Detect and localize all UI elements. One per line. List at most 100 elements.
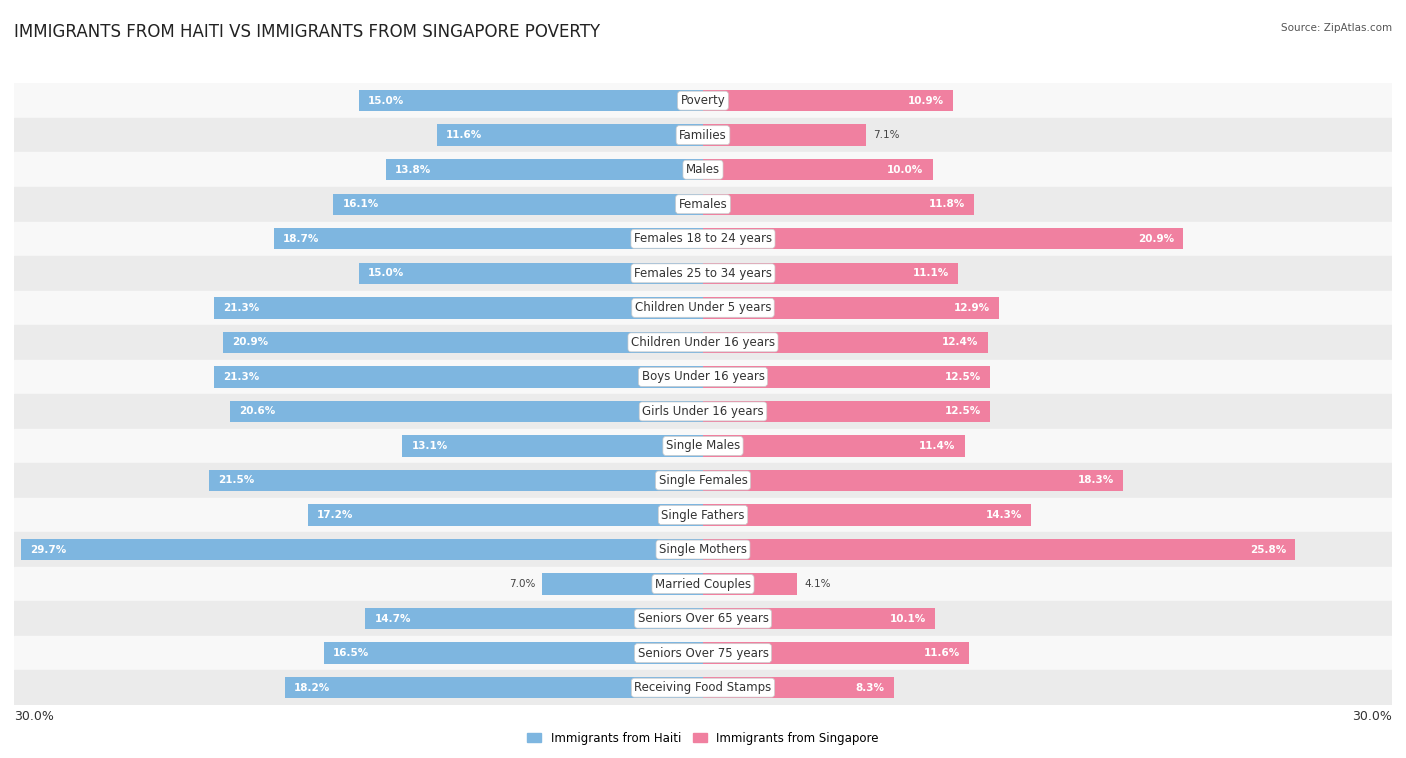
Text: Single Mothers: Single Mothers (659, 543, 747, 556)
Bar (366, 608, 703, 629)
Text: 11.8%: 11.8% (928, 199, 965, 209)
Bar (333, 193, 703, 215)
Text: 18.2%: 18.2% (294, 683, 330, 693)
Text: 21.5%: 21.5% (218, 475, 254, 485)
Text: 7.0%: 7.0% (509, 579, 536, 589)
Text: 20.6%: 20.6% (239, 406, 276, 416)
Bar (359, 262, 703, 284)
Text: 14.7%: 14.7% (374, 614, 411, 624)
Bar (274, 228, 703, 249)
Text: 12.5%: 12.5% (945, 372, 981, 382)
Bar (14, 463, 1392, 498)
Text: 14.3%: 14.3% (986, 510, 1022, 520)
Text: 30.0%: 30.0% (14, 709, 53, 723)
Text: Married Couples: Married Couples (655, 578, 751, 590)
Text: 10.9%: 10.9% (908, 96, 945, 105)
Bar (543, 573, 703, 595)
Bar (14, 256, 1392, 290)
Text: 29.7%: 29.7% (30, 544, 66, 555)
Bar (402, 435, 703, 456)
Text: 11.6%: 11.6% (924, 648, 960, 658)
Text: IMMIGRANTS FROM HAITI VS IMMIGRANTS FROM SINGAPORE POVERTY: IMMIGRANTS FROM HAITI VS IMMIGRANTS FROM… (14, 23, 600, 41)
Text: Children Under 16 years: Children Under 16 years (631, 336, 775, 349)
Bar (323, 643, 703, 664)
Text: Males: Males (686, 163, 720, 176)
Bar (209, 470, 703, 491)
Text: 20.9%: 20.9% (232, 337, 269, 347)
Bar (703, 608, 935, 629)
Bar (703, 297, 1000, 318)
Text: Boys Under 16 years: Boys Under 16 years (641, 371, 765, 384)
Text: 16.5%: 16.5% (333, 648, 370, 658)
Text: 16.1%: 16.1% (343, 199, 378, 209)
Text: 11.1%: 11.1% (912, 268, 949, 278)
Bar (14, 636, 1392, 670)
Bar (214, 366, 703, 387)
Bar (703, 643, 969, 664)
Bar (14, 532, 1392, 567)
Text: 10.1%: 10.1% (890, 614, 925, 624)
Text: 11.6%: 11.6% (446, 130, 482, 140)
Text: 8.3%: 8.3% (855, 683, 884, 693)
Bar (14, 429, 1392, 463)
Bar (214, 297, 703, 318)
Text: 4.1%: 4.1% (804, 579, 831, 589)
Text: 7.1%: 7.1% (873, 130, 900, 140)
Text: 21.3%: 21.3% (224, 303, 259, 313)
Bar (703, 193, 974, 215)
Bar (703, 677, 894, 698)
Legend: Immigrants from Haiti, Immigrants from Singapore: Immigrants from Haiti, Immigrants from S… (527, 731, 879, 744)
Bar (14, 118, 1392, 152)
Bar (14, 394, 1392, 429)
Text: 30.0%: 30.0% (1353, 709, 1392, 723)
Text: Girls Under 16 years: Girls Under 16 years (643, 405, 763, 418)
Bar (285, 677, 703, 698)
Bar (308, 504, 703, 526)
Bar (437, 124, 703, 146)
Text: 15.0%: 15.0% (368, 96, 404, 105)
Bar (703, 159, 932, 180)
Bar (231, 401, 703, 422)
Bar (14, 152, 1392, 187)
Text: 20.9%: 20.9% (1137, 233, 1174, 244)
Text: Females: Females (679, 198, 727, 211)
Bar (703, 228, 1182, 249)
Bar (21, 539, 703, 560)
Text: 21.3%: 21.3% (224, 372, 259, 382)
Bar (14, 221, 1392, 256)
Text: Source: ZipAtlas.com: Source: ZipAtlas.com (1281, 23, 1392, 33)
Text: Seniors Over 75 years: Seniors Over 75 years (637, 647, 769, 659)
Text: Receiving Food Stamps: Receiving Food Stamps (634, 681, 772, 694)
Text: 13.1%: 13.1% (412, 441, 447, 451)
Bar (387, 159, 703, 180)
Text: 11.4%: 11.4% (920, 441, 956, 451)
Text: Single Fathers: Single Fathers (661, 509, 745, 522)
Text: 13.8%: 13.8% (395, 164, 432, 174)
Text: 18.7%: 18.7% (283, 233, 319, 244)
Bar (703, 366, 990, 387)
Text: 17.2%: 17.2% (318, 510, 353, 520)
Text: Females 25 to 34 years: Females 25 to 34 years (634, 267, 772, 280)
Bar (703, 262, 957, 284)
Bar (14, 498, 1392, 532)
Bar (224, 332, 703, 353)
Text: 10.0%: 10.0% (887, 164, 924, 174)
Bar (14, 601, 1392, 636)
Bar (14, 290, 1392, 325)
Bar (14, 187, 1392, 221)
Bar (703, 124, 866, 146)
Bar (703, 539, 1295, 560)
Bar (703, 435, 965, 456)
Text: 25.8%: 25.8% (1250, 544, 1286, 555)
Bar (359, 90, 703, 111)
Text: Single Males: Single Males (666, 440, 740, 453)
Text: Children Under 5 years: Children Under 5 years (634, 302, 772, 315)
Bar (703, 470, 1123, 491)
Text: Families: Families (679, 129, 727, 142)
Bar (14, 325, 1392, 359)
Bar (14, 567, 1392, 601)
Text: Females 18 to 24 years: Females 18 to 24 years (634, 232, 772, 246)
Text: 15.0%: 15.0% (368, 268, 404, 278)
Text: 12.4%: 12.4% (942, 337, 979, 347)
Bar (703, 401, 990, 422)
